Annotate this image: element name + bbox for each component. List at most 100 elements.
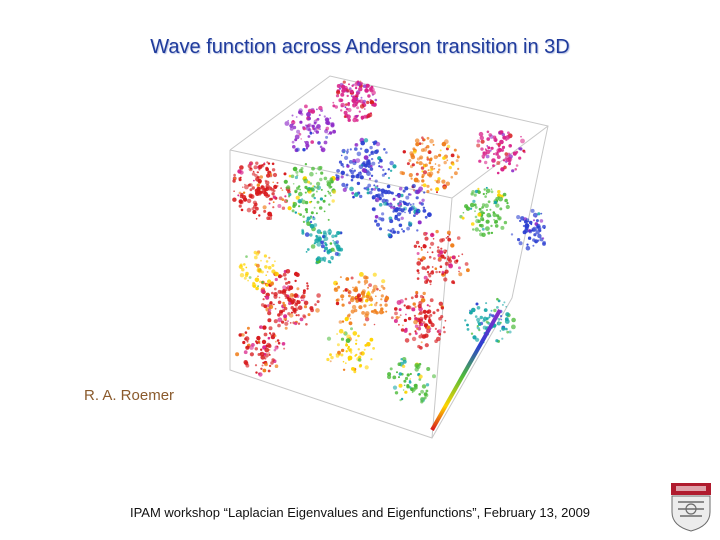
wavefunction-dot bbox=[313, 127, 316, 130]
wavefunction-dot bbox=[381, 192, 384, 195]
wavefunction-dot bbox=[326, 250, 330, 254]
wavefunction-dot bbox=[333, 287, 339, 292]
wavefunction-dot bbox=[458, 270, 460, 273]
wavefunction-dot bbox=[316, 293, 321, 298]
wavefunction-dot bbox=[483, 188, 486, 191]
wavefunction-dot bbox=[369, 297, 374, 302]
wavefunction-dot bbox=[451, 162, 455, 166]
wavefunction-dot bbox=[233, 173, 236, 177]
wavefunction-dot bbox=[535, 230, 540, 235]
wavefunction-dot bbox=[500, 225, 505, 230]
wavefunction-dot bbox=[438, 316, 442, 321]
wavefunction-dot bbox=[360, 115, 365, 120]
wavefunction-dot bbox=[322, 232, 328, 237]
wavefunction-dot bbox=[396, 371, 398, 374]
wavefunction-dot bbox=[485, 186, 488, 189]
wavefunction-dot bbox=[424, 343, 429, 348]
wavefunction-dot bbox=[334, 234, 338, 238]
wavefunction-dot bbox=[501, 133, 505, 137]
wavefunction-dot bbox=[327, 260, 331, 264]
wavefunction-dot bbox=[328, 203, 331, 206]
wavefunction-dot bbox=[239, 263, 243, 267]
wavefunction-dot bbox=[385, 151, 388, 154]
wavefunction-dot bbox=[373, 142, 376, 146]
wavefunction-dot bbox=[360, 140, 365, 146]
wavefunction-dot bbox=[268, 216, 273, 220]
wavefunction-dot bbox=[255, 191, 258, 195]
wavefunction-dot bbox=[414, 367, 419, 372]
wavefunction-dot bbox=[232, 197, 237, 202]
wavefunction-dot bbox=[392, 164, 397, 169]
wavefunction-dot bbox=[326, 357, 330, 362]
wavefunction-dot bbox=[274, 334, 277, 337]
wavefunction-dot bbox=[366, 171, 371, 176]
wavefunction-dot bbox=[377, 161, 380, 164]
wavefunction-dot bbox=[359, 364, 363, 367]
wavefunction-dot bbox=[260, 185, 264, 188]
wavefunction-dot bbox=[352, 331, 358, 336]
wavefunction-dot bbox=[336, 343, 340, 347]
wavefunction-dot bbox=[246, 207, 252, 213]
wavefunction-dot bbox=[347, 355, 353, 361]
wavefunction-dot bbox=[305, 187, 308, 190]
wavefunction-dot bbox=[359, 175, 364, 180]
wavefunction-dot bbox=[246, 345, 250, 349]
wavefunction-dot bbox=[292, 183, 295, 185]
wavefunction-dot bbox=[312, 132, 315, 135]
wavefunction-dot bbox=[466, 328, 470, 331]
wavefunction-dot bbox=[444, 261, 449, 266]
wavefunction-dot bbox=[435, 229, 439, 234]
wavefunction-dot bbox=[426, 367, 431, 371]
wavefunction-dot bbox=[422, 183, 427, 188]
wavefunction-dot bbox=[403, 318, 407, 322]
wavefunction-dot bbox=[530, 208, 535, 213]
wavefunction-dot bbox=[297, 212, 300, 215]
wavefunction-dot bbox=[409, 372, 412, 376]
wavefunction-dot bbox=[306, 282, 309, 285]
wavefunction-dot bbox=[476, 317, 481, 322]
wavefunction-dot bbox=[419, 316, 424, 321]
wavefunction-dot bbox=[345, 338, 351, 343]
wavefunction-dot bbox=[482, 151, 486, 154]
wavefunction-dot bbox=[495, 203, 500, 208]
wavefunction-dot bbox=[489, 208, 492, 211]
wavefunction-dot bbox=[474, 215, 478, 219]
wavefunction-dot bbox=[481, 227, 485, 231]
wavefunction-dot bbox=[403, 384, 406, 387]
wavefunction-dot bbox=[319, 128, 321, 130]
wavefunction-dot bbox=[366, 188, 370, 191]
wavefunction-dot bbox=[345, 183, 349, 187]
wavefunction-dot bbox=[477, 187, 480, 190]
wavefunction-dot bbox=[340, 170, 345, 175]
wavefunction-dot bbox=[307, 313, 311, 317]
wavefunction-dot bbox=[522, 230, 527, 235]
wavefunction-dot bbox=[251, 172, 256, 176]
wavefunction-dot bbox=[426, 145, 430, 149]
wavefunction-dot bbox=[532, 244, 535, 247]
wavefunction-dot bbox=[277, 204, 282, 208]
wavefunction-dot bbox=[402, 230, 405, 233]
wavefunction-dot bbox=[404, 186, 409, 191]
wavefunction-dot bbox=[296, 129, 301, 134]
wavefunction-dot bbox=[254, 174, 258, 178]
wavefunction-dot bbox=[289, 293, 295, 298]
wavefunction-dot bbox=[427, 169, 430, 172]
wavefunction-dot bbox=[263, 191, 269, 197]
wavefunction-dot bbox=[416, 327, 419, 330]
wavefunction-dot bbox=[364, 88, 369, 93]
wavefunction-dot bbox=[274, 364, 279, 369]
wavefunction-dot bbox=[268, 352, 270, 354]
wavefunction-dot bbox=[427, 150, 430, 153]
wavefunction-dot bbox=[295, 170, 299, 174]
wavefunction-dot bbox=[495, 339, 499, 343]
wavefunction-dot bbox=[364, 313, 369, 318]
wavefunction-dot bbox=[472, 228, 475, 231]
wavefunction-dot bbox=[277, 341, 281, 345]
wavefunction-dot bbox=[389, 367, 393, 371]
wavefunction-dot bbox=[354, 82, 359, 87]
wavefunction-dot bbox=[428, 171, 434, 176]
wavefunction-dot bbox=[417, 320, 420, 322]
wavefunction-dot bbox=[249, 352, 254, 357]
wavefunction-dot bbox=[454, 171, 458, 176]
wavefunction-dot bbox=[288, 192, 292, 197]
